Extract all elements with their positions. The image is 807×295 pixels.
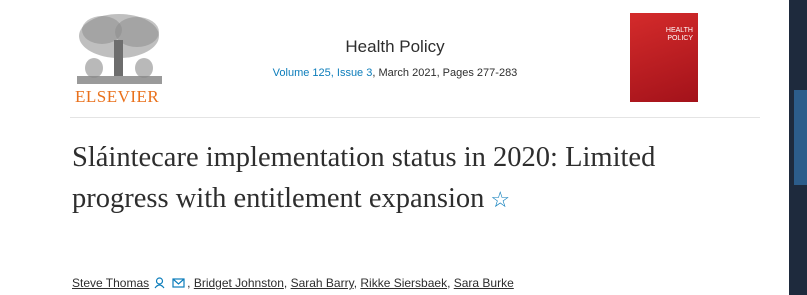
cover-title: HEALTH POLICY [653, 27, 693, 43]
volume-info: Volume 125, Issue 3March 2021, Pages 277… [230, 67, 560, 79]
author: Sarah Barry [284, 276, 354, 290]
author-name[interactable]: Sara Burke [454, 276, 514, 290]
article-title: Sláintecare implementation status in 202… [72, 137, 697, 220]
author-name[interactable]: Sarah Barry [291, 276, 354, 290]
author-list: Steve Thomas Bridget Johnston Sarah Barry R… [72, 276, 514, 290]
side-panel-toggle[interactable] [794, 90, 807, 185]
publisher-logo [72, 10, 167, 88]
publisher-name: ELSEVIER [75, 87, 159, 107]
author-name[interactable]: Bridget Johnston [194, 276, 284, 290]
journal-name[interactable]: Health Policy [250, 37, 540, 57]
journal-cover[interactable]: HEALTH POLICY [630, 13, 698, 102]
author: Bridget Johnston [187, 276, 284, 290]
author-name[interactable]: Rikke Siersbaek [360, 276, 447, 290]
article-page: {"header": {"publisher": "ELSEVIER", "jo… [0, 0, 807, 295]
email-icon[interactable] [172, 277, 185, 289]
volume-link[interactable]: Volume 125, Issue 3 [273, 67, 373, 79]
author: Steve Thomas [72, 276, 187, 290]
author-name[interactable]: Steve Thomas [72, 276, 149, 290]
author: Rikke Siersbaek [354, 276, 447, 290]
person-icon[interactable] [154, 277, 165, 289]
divider [70, 117, 760, 118]
title-text: Sláintecare implementation status in 202… [72, 142, 655, 214]
title-footnote-star[interactable]: ☆ [490, 187, 510, 212]
page: html, body { margin: 0; padding: 0; } bo… [0, 0, 807, 295]
author: Sara Burke [447, 276, 514, 290]
date-pages: March 2021, Pages 277-283 [372, 67, 517, 79]
